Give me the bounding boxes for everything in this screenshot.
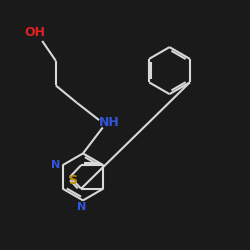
Text: S: S	[68, 174, 77, 187]
Text: N: N	[77, 202, 86, 212]
Text: NH: NH	[98, 116, 119, 129]
Text: N: N	[51, 160, 60, 170]
Text: OH: OH	[24, 26, 45, 39]
